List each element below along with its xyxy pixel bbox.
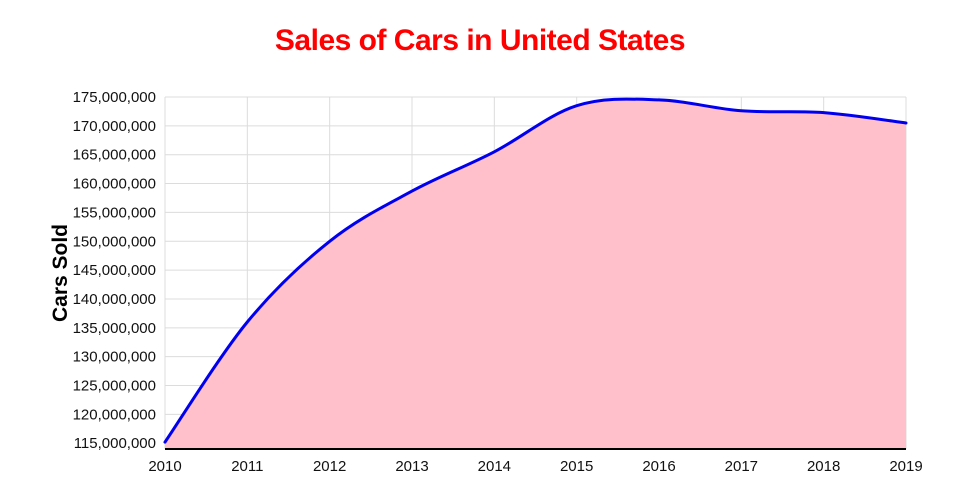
x-tick-label: 2010 <box>148 458 181 475</box>
y-tick-label: 145,000,000 <box>73 262 156 279</box>
y-tick-label: 155,000,000 <box>73 204 156 221</box>
y-tick-label: 150,000,000 <box>73 233 156 250</box>
y-tick-label: 140,000,000 <box>73 291 156 308</box>
y-tick-label: 160,000,000 <box>73 176 156 193</box>
x-tick-label: 2016 <box>642 458 675 475</box>
x-tick-label: 2012 <box>313 458 346 475</box>
y-tick-label: 125,000,000 <box>73 378 156 395</box>
y-tick-label: 165,000,000 <box>73 147 156 164</box>
chart-title: Sales of Cars in United States <box>274 24 686 57</box>
y-tick-label: 170,000,000 <box>73 118 156 135</box>
x-tick-label: 2014 <box>478 458 511 475</box>
x-tick-label: 2019 <box>889 458 922 475</box>
x-tick-label: 2011 <box>231 458 263 475</box>
x-tick-label: 2015 <box>560 458 593 475</box>
y-tick-label: 115,000,000 <box>74 435 156 452</box>
trend-line <box>163 97 908 444</box>
x-tick-label: 2013 <box>395 458 428 475</box>
y-tick-label: 130,000,000 <box>73 349 156 366</box>
x-tick-label: 2017 <box>725 458 758 475</box>
x-tick-label: 2018 <box>807 458 840 475</box>
y-tick-label: 120,000,000 <box>73 406 156 423</box>
area-fill <box>165 99 906 450</box>
y-tick-label: 175,000,000 <box>73 89 156 106</box>
y-tick-label: 135,000,000 <box>73 320 156 337</box>
